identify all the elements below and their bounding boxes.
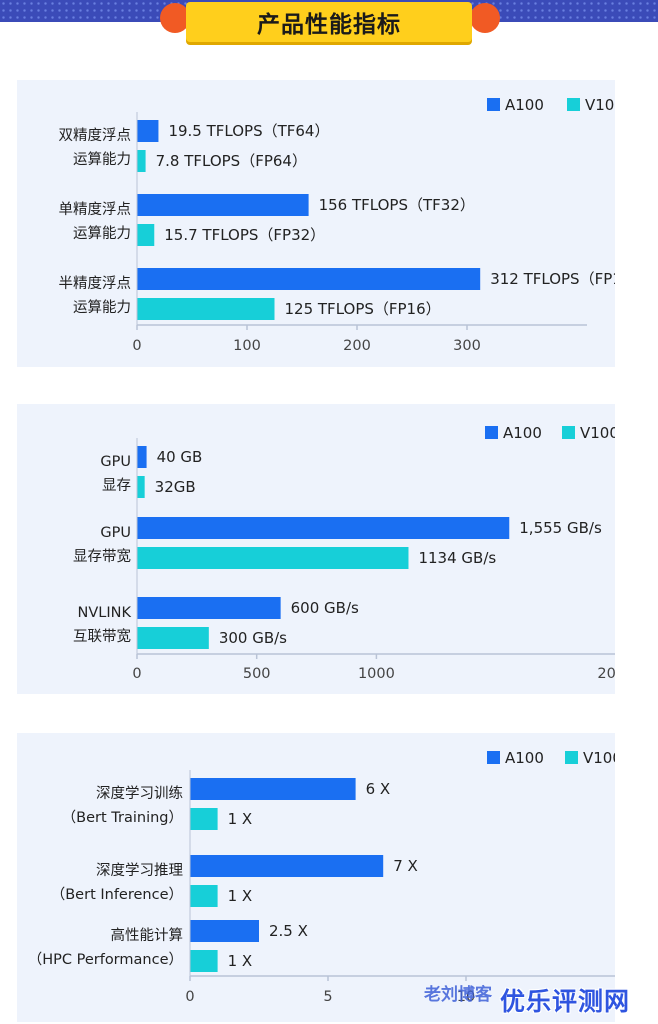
watermark-logo-text: 优乐评测网	[500, 987, 631, 1016]
watermark-text: 老刘博客	[424, 985, 492, 1005]
category-label: 互联带宽	[73, 628, 131, 645]
x-tick-label: 500	[243, 666, 271, 682]
bar-v100	[190, 885, 218, 907]
data-label-a100: 600 GB/s	[291, 599, 359, 617]
data-label-v100: 1 X	[228, 952, 253, 970]
category-label: GPU	[100, 454, 131, 470]
header-decoration-right	[470, 3, 500, 33]
data-label-a100: 156 TFLOPS（TF32）	[319, 196, 475, 214]
legend-label-v100: V100	[580, 424, 615, 442]
chart-svg-2: A100 V100 6 X 1 X 深度学习训练 （Bert Training） 7 X 1 …	[28, 749, 615, 1005]
legend-swatch-v100	[565, 751, 578, 764]
data-label-v100: 7.8 TFLOPS（FP64）	[156, 152, 307, 170]
x-tick-label: 10	[457, 989, 475, 1005]
chart-svg-1: A100 V100 40 GB 32GB GPU 显存 1,555 GB/s 1134 GB/…	[73, 424, 615, 682]
data-label-v100: 1 X	[228, 810, 253, 828]
legend-label-a100: A100	[505, 96, 544, 114]
x-tick-label: 200	[343, 338, 371, 354]
title-banner: 产品性能指标	[186, 2, 472, 42]
category-label: 显存带宽	[73, 548, 131, 565]
category-label: （Bert Training）	[62, 809, 183, 826]
x-tick-label: 1000	[358, 666, 395, 682]
bar-a100	[137, 194, 309, 216]
data-label-a100: 2.5 X	[269, 922, 308, 940]
data-label-a100: 19.5 TFLOPS（TF64）	[168, 122, 329, 140]
data-label-a100: 312 TFLOPS（FP16）	[490, 270, 615, 288]
bar-a100	[137, 517, 510, 539]
bar-a100	[137, 597, 281, 619]
category-label: 运算能力	[73, 151, 131, 168]
data-label-v100: 1134 GB/s	[418, 549, 496, 567]
x-tick-label: 2000	[597, 666, 615, 682]
data-label-a100: 40 GB	[157, 448, 203, 466]
data-label-a100: 7 X	[393, 857, 418, 875]
bar-v100	[137, 298, 275, 320]
bar-v100	[137, 150, 146, 172]
chart-panel-memory: A100 V100 40 GB 32GB GPU 显存 1,555 GB/s 1134 GB/…	[17, 404, 615, 694]
x-tick-label: 0	[132, 338, 141, 354]
legend-swatch-a100	[487, 98, 500, 111]
bar-v100	[190, 808, 218, 830]
x-tick-label: 0	[132, 666, 141, 682]
chart-svg-0: A100 V100 19.5 TFLOPS（TF64） 7.8 TFLOPS（FP64…	[59, 96, 616, 354]
data-label-v100: 125 TFLOPS（FP16）	[285, 300, 441, 318]
category-label: 运算能力	[73, 225, 131, 242]
data-label-a100: 6 X	[366, 780, 391, 798]
bar-v100	[190, 950, 218, 972]
bar-a100	[137, 446, 147, 468]
x-tick-label: 0	[185, 989, 194, 1005]
bar-v100	[137, 476, 145, 498]
legend-swatch-a100	[485, 426, 498, 439]
category-label: 深度学习推理	[96, 862, 183, 879]
category-label: NVLINK	[78, 605, 132, 621]
header-decoration-left	[160, 3, 190, 33]
legend-swatch-v100	[562, 426, 575, 439]
category-label: GPU	[100, 525, 131, 541]
category-label: 双精度浮点	[59, 127, 132, 144]
category-label: 深度学习训练	[96, 785, 183, 802]
data-label-v100: 1 X	[228, 887, 253, 905]
x-tick-label: 100	[233, 338, 261, 354]
legend-label-v100: V100	[583, 749, 615, 767]
x-tick-label: 5	[323, 989, 332, 1005]
bar-a100	[190, 920, 259, 942]
bar-a100	[137, 268, 481, 290]
category-label: 显存	[102, 477, 131, 494]
chart-panel-compute: A100 V100 19.5 TFLOPS（TF64） 7.8 TFLOPS（FP64…	[17, 80, 615, 367]
category-label: 单精度浮点	[59, 201, 132, 218]
bar-a100	[190, 778, 356, 800]
legend-label-a100: A100	[503, 424, 542, 442]
bar-a100	[190, 855, 384, 877]
category-label: 半精度浮点	[59, 275, 132, 292]
data-label-v100: 15.7 TFLOPS（FP32）	[164, 226, 325, 244]
category-label: 运算能力	[73, 299, 131, 316]
chart-panel-performance: A100 V100 6 X 1 X 深度学习训练 （Bert Training） 7 X 1 …	[17, 733, 615, 1022]
bar-a100	[137, 120, 159, 142]
page-title: 产品性能指标	[257, 12, 401, 38]
data-label-v100: 300 GB/s	[219, 629, 287, 647]
legend-label-v100: V100	[585, 96, 615, 114]
data-label-a100: 1,555 GB/s	[519, 519, 602, 537]
category-label: （Bert Inference）	[51, 886, 183, 903]
data-label-v100: 32GB	[155, 478, 196, 496]
category-label: （HPC Performance）	[28, 951, 183, 968]
category-label: 高性能计算	[111, 927, 184, 944]
bar-v100	[137, 627, 209, 649]
legend-swatch-v100	[567, 98, 580, 111]
legend-swatch-a100	[487, 751, 500, 764]
legend-label-a100: A100	[505, 749, 544, 767]
bar-v100	[137, 224, 155, 246]
bar-v100	[137, 547, 409, 569]
x-tick-label: 300	[453, 338, 481, 354]
